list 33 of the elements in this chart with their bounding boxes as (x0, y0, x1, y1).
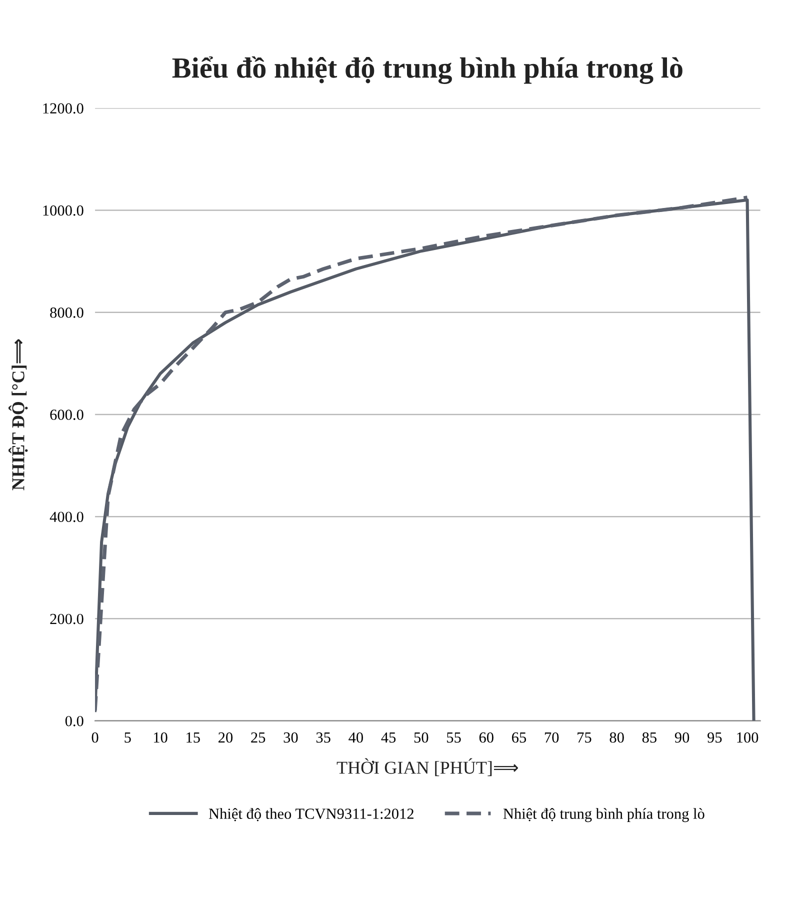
x-tick-label: 50 (414, 732, 428, 743)
x-tick-label: 30 (284, 732, 298, 743)
y-tick-label: 1200.0 (43, 103, 84, 114)
x-tick-label: 100 (737, 732, 758, 743)
x-tick-label: 45 (381, 732, 396, 743)
y-tick-label: 800.0 (50, 307, 84, 318)
x-tick-label: 80 (610, 732, 624, 743)
chart-title: Biểu đồ nhiệt độ trung bình phía trong lò (172, 56, 682, 84)
y-tick-label: 400.0 (50, 512, 84, 522)
x-tick-label: 75 (578, 732, 592, 743)
x-tick-label: 65 (512, 732, 526, 743)
x-tick-label: 35 (316, 732, 330, 743)
y-tick-label: 1000.0 (43, 205, 84, 216)
x-tick-label: 90 (674, 732, 690, 743)
y-tick-label: 0.0 (65, 716, 84, 726)
x-tick-label: 5 (124, 732, 131, 743)
x-tick-label: 40 (348, 732, 363, 743)
legend-label: Nhiệt độ theo TCVN9311-1:2012 (208, 808, 414, 822)
x-tick-label: 15 (186, 732, 200, 743)
x-tick-label: 70 (544, 732, 559, 743)
x-tick-label: 0 (92, 732, 98, 743)
x-tick-label: 60 (479, 732, 494, 743)
y-tick-label: 200.0 (50, 614, 84, 624)
x-tick-label: 95 (708, 732, 722, 743)
y-tick-label: 600.0 (50, 410, 84, 420)
x-tick-label: 55 (447, 732, 461, 743)
x-tick-label: 85 (642, 732, 656, 743)
x-tick-label: 20 (218, 732, 233, 743)
x-tick-label: 25 (251, 732, 266, 743)
x-axis-title: THỜI GIAN [PHÚT]⟹ (336, 758, 518, 776)
legend-label: Nhiệt độ trung bình phía trong lò (503, 808, 704, 822)
y-axis-title: NHIỆT ĐỘ [°C]⟹ (8, 339, 28, 490)
x-tick-label: 10 (154, 732, 168, 743)
